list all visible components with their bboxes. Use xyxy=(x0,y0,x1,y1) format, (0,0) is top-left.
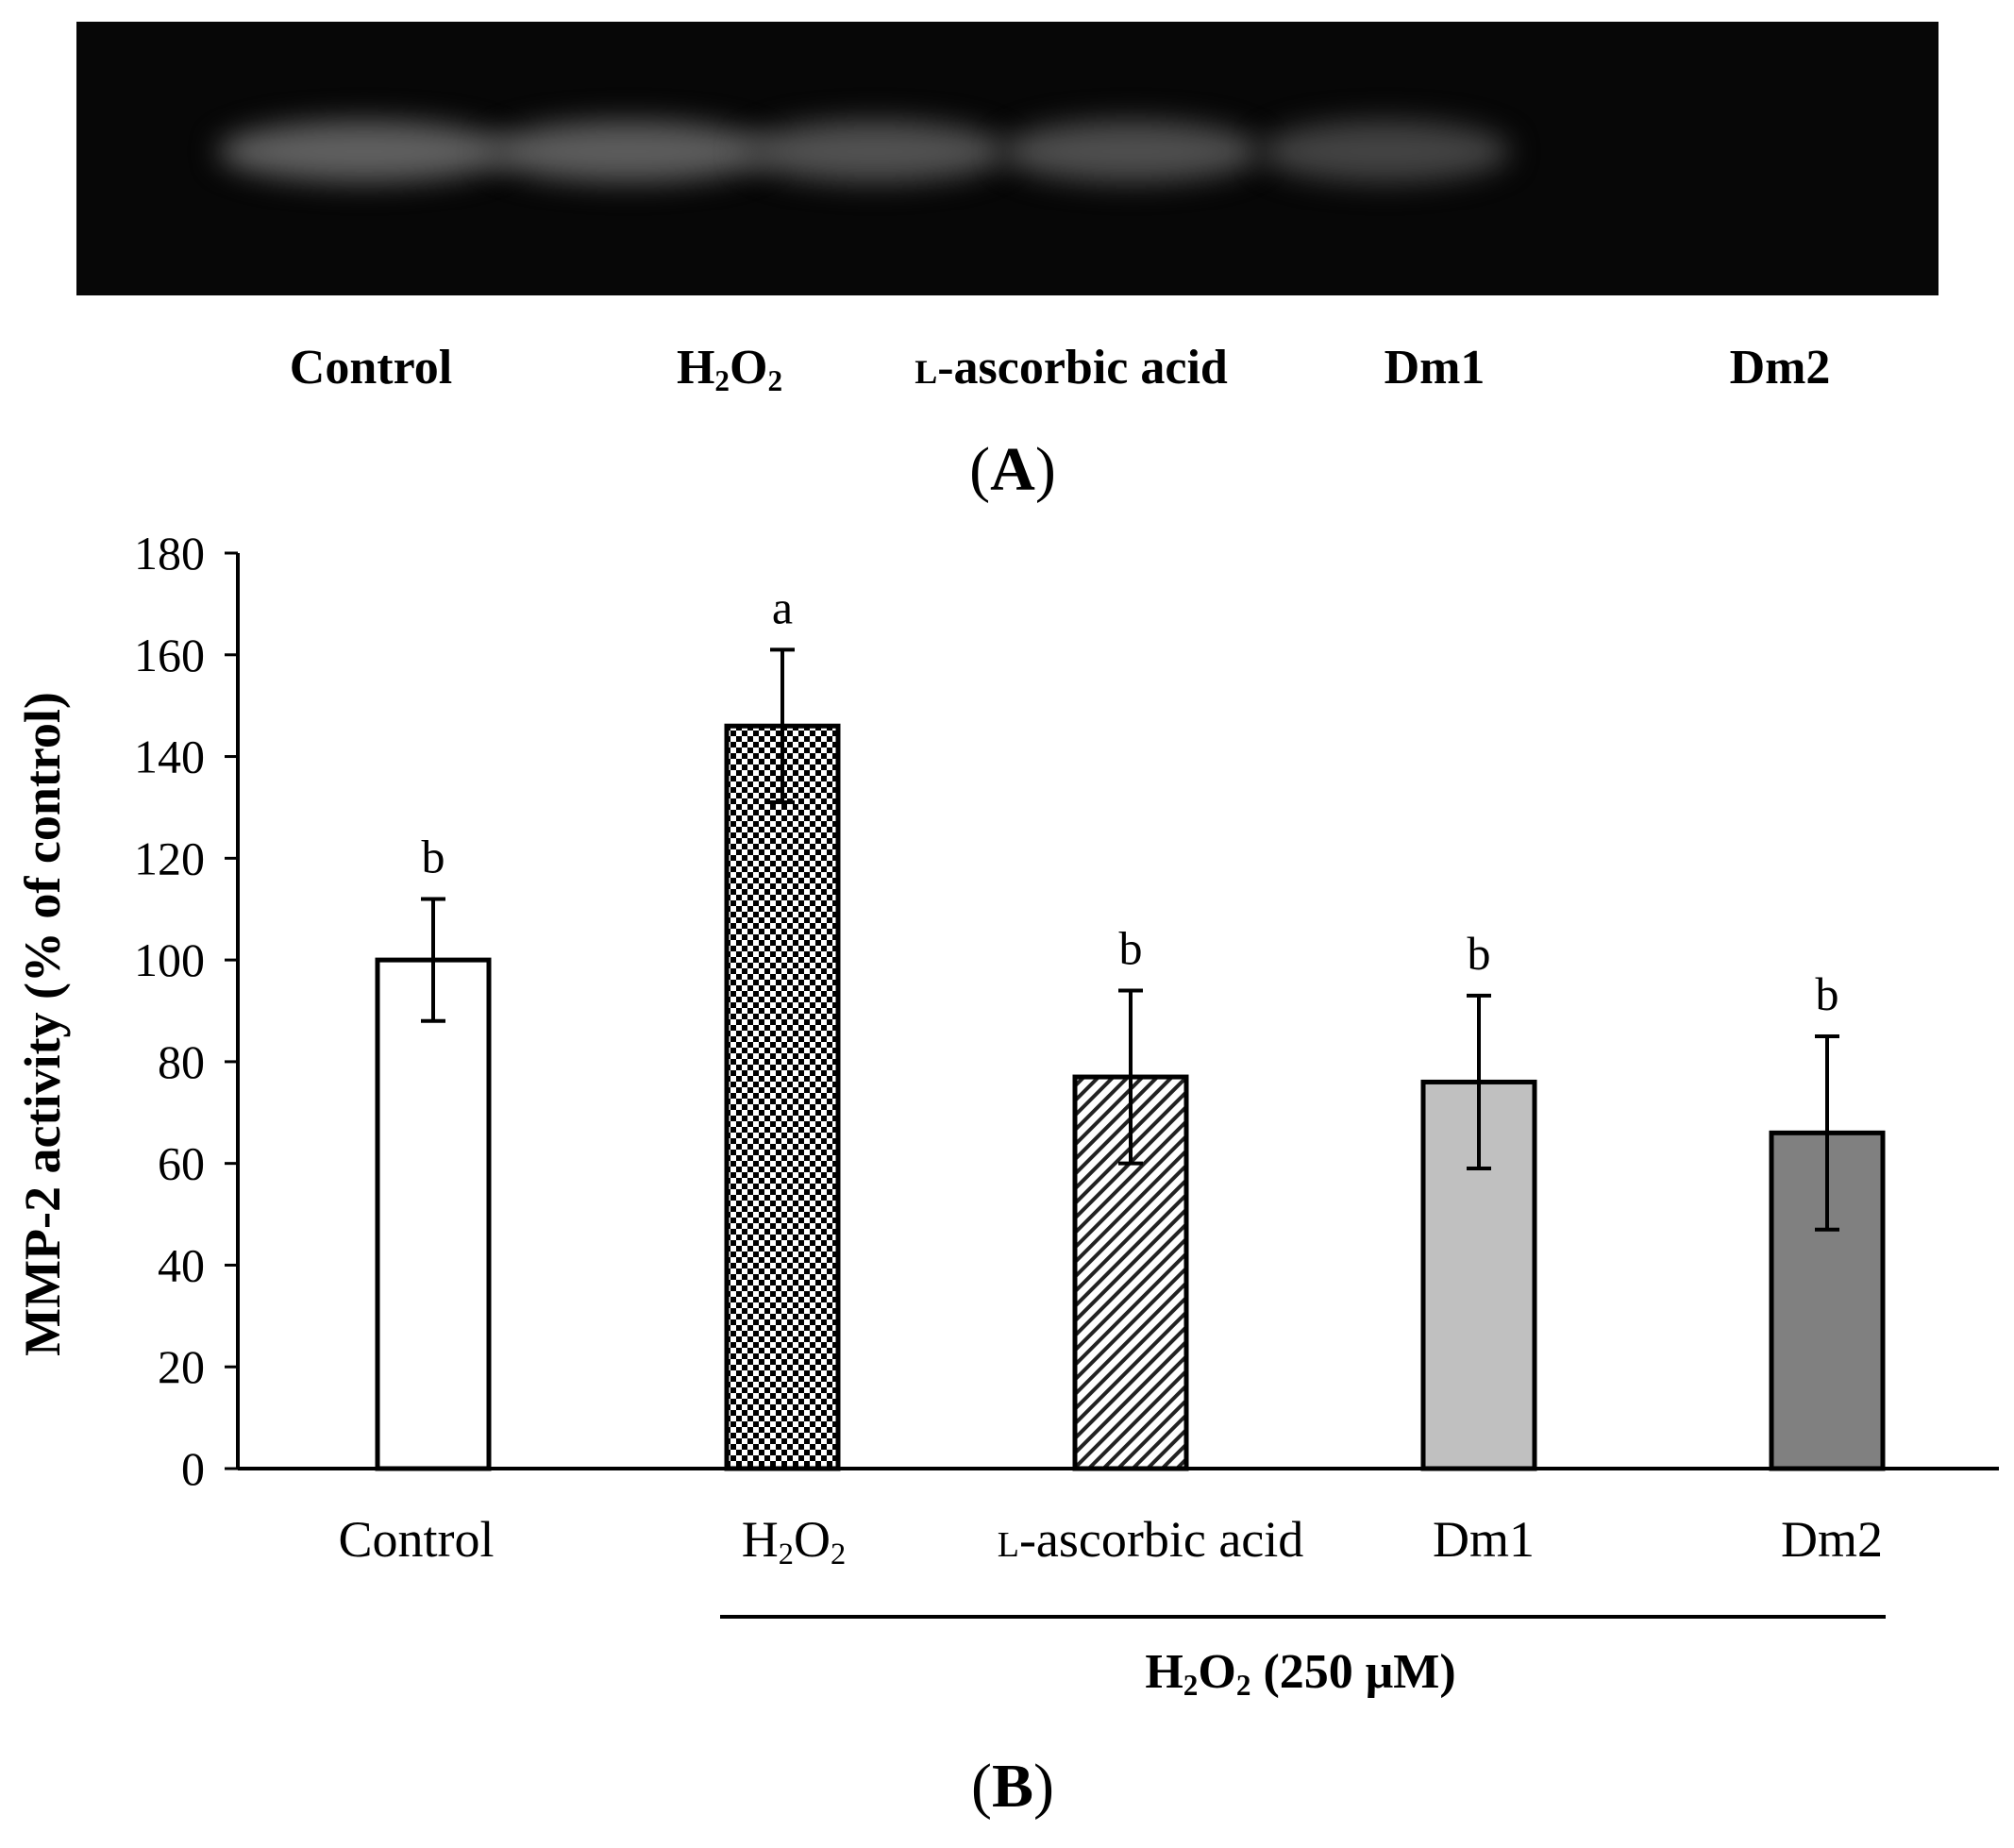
gel-label-ascorbic: l-ascorbic acid xyxy=(915,341,1228,395)
bar xyxy=(724,723,841,1471)
y-tick-label: 180 xyxy=(134,529,205,580)
significance-letter: a xyxy=(772,580,793,633)
y-axis-label-group: MMP-2 activity (% of control) xyxy=(14,692,71,1356)
significance-letter: b xyxy=(422,830,445,882)
x-tick-label-dm1: Dm1 xyxy=(1433,1511,1535,1568)
gel-band xyxy=(218,121,511,182)
gel-label-dm1: Dm1 xyxy=(1384,341,1485,395)
y-tick-label: 0 xyxy=(181,1442,205,1495)
axes: 0 20 40 60 80 100 120 140 160 180 xyxy=(134,529,1999,1495)
significance-letter: b xyxy=(1468,927,1491,980)
y-tick-label: 80 xyxy=(158,1035,205,1088)
gel-label-control: Control xyxy=(289,341,453,395)
y-tick-label: 140 xyxy=(134,731,205,783)
x-tick-label-h2o2: H2O2 xyxy=(741,1511,847,1572)
y-tick-label: 120 xyxy=(134,832,205,884)
y-tick-label: 60 xyxy=(158,1137,205,1190)
bar-chart: MMP-2 activity (% of control) 0 20 40 60 80 1… xyxy=(14,529,1999,1495)
y-tick-label: 160 xyxy=(134,629,205,681)
gel-band xyxy=(1259,121,1510,182)
x-tick-label-control: Control xyxy=(338,1511,495,1568)
gel-band xyxy=(743,121,1007,182)
panel-a-label: (A) xyxy=(969,435,1056,504)
y-tick-label: 100 xyxy=(134,933,205,986)
bar xyxy=(375,957,492,1471)
y-tick-label: 20 xyxy=(158,1340,205,1393)
treatment-bracket-line xyxy=(720,1615,1886,1619)
gel-label-dm2: Dm2 xyxy=(1729,341,1831,395)
gel-label-h2o2: H2O2 xyxy=(676,341,783,397)
treatment-bracket-label: H2O2 (250 μM) xyxy=(1145,1645,1456,1702)
x-tick-label-ascorbic: l-ascorbic acid xyxy=(997,1511,1304,1568)
gel-band xyxy=(487,121,770,182)
gel-band xyxy=(1000,121,1261,182)
zymogram-gel xyxy=(76,22,1938,295)
bars: b a b b b xyxy=(375,580,1886,1471)
significance-letter: b xyxy=(1119,921,1143,974)
y-axis-label: MMP-2 activity (% of control) xyxy=(14,692,71,1356)
x-tick-label-dm2: Dm2 xyxy=(1781,1511,1883,1568)
panel-b-label: (B) xyxy=(971,1752,1054,1821)
significance-letter: b xyxy=(1816,967,1839,1020)
y-tick-label: 40 xyxy=(158,1238,205,1291)
